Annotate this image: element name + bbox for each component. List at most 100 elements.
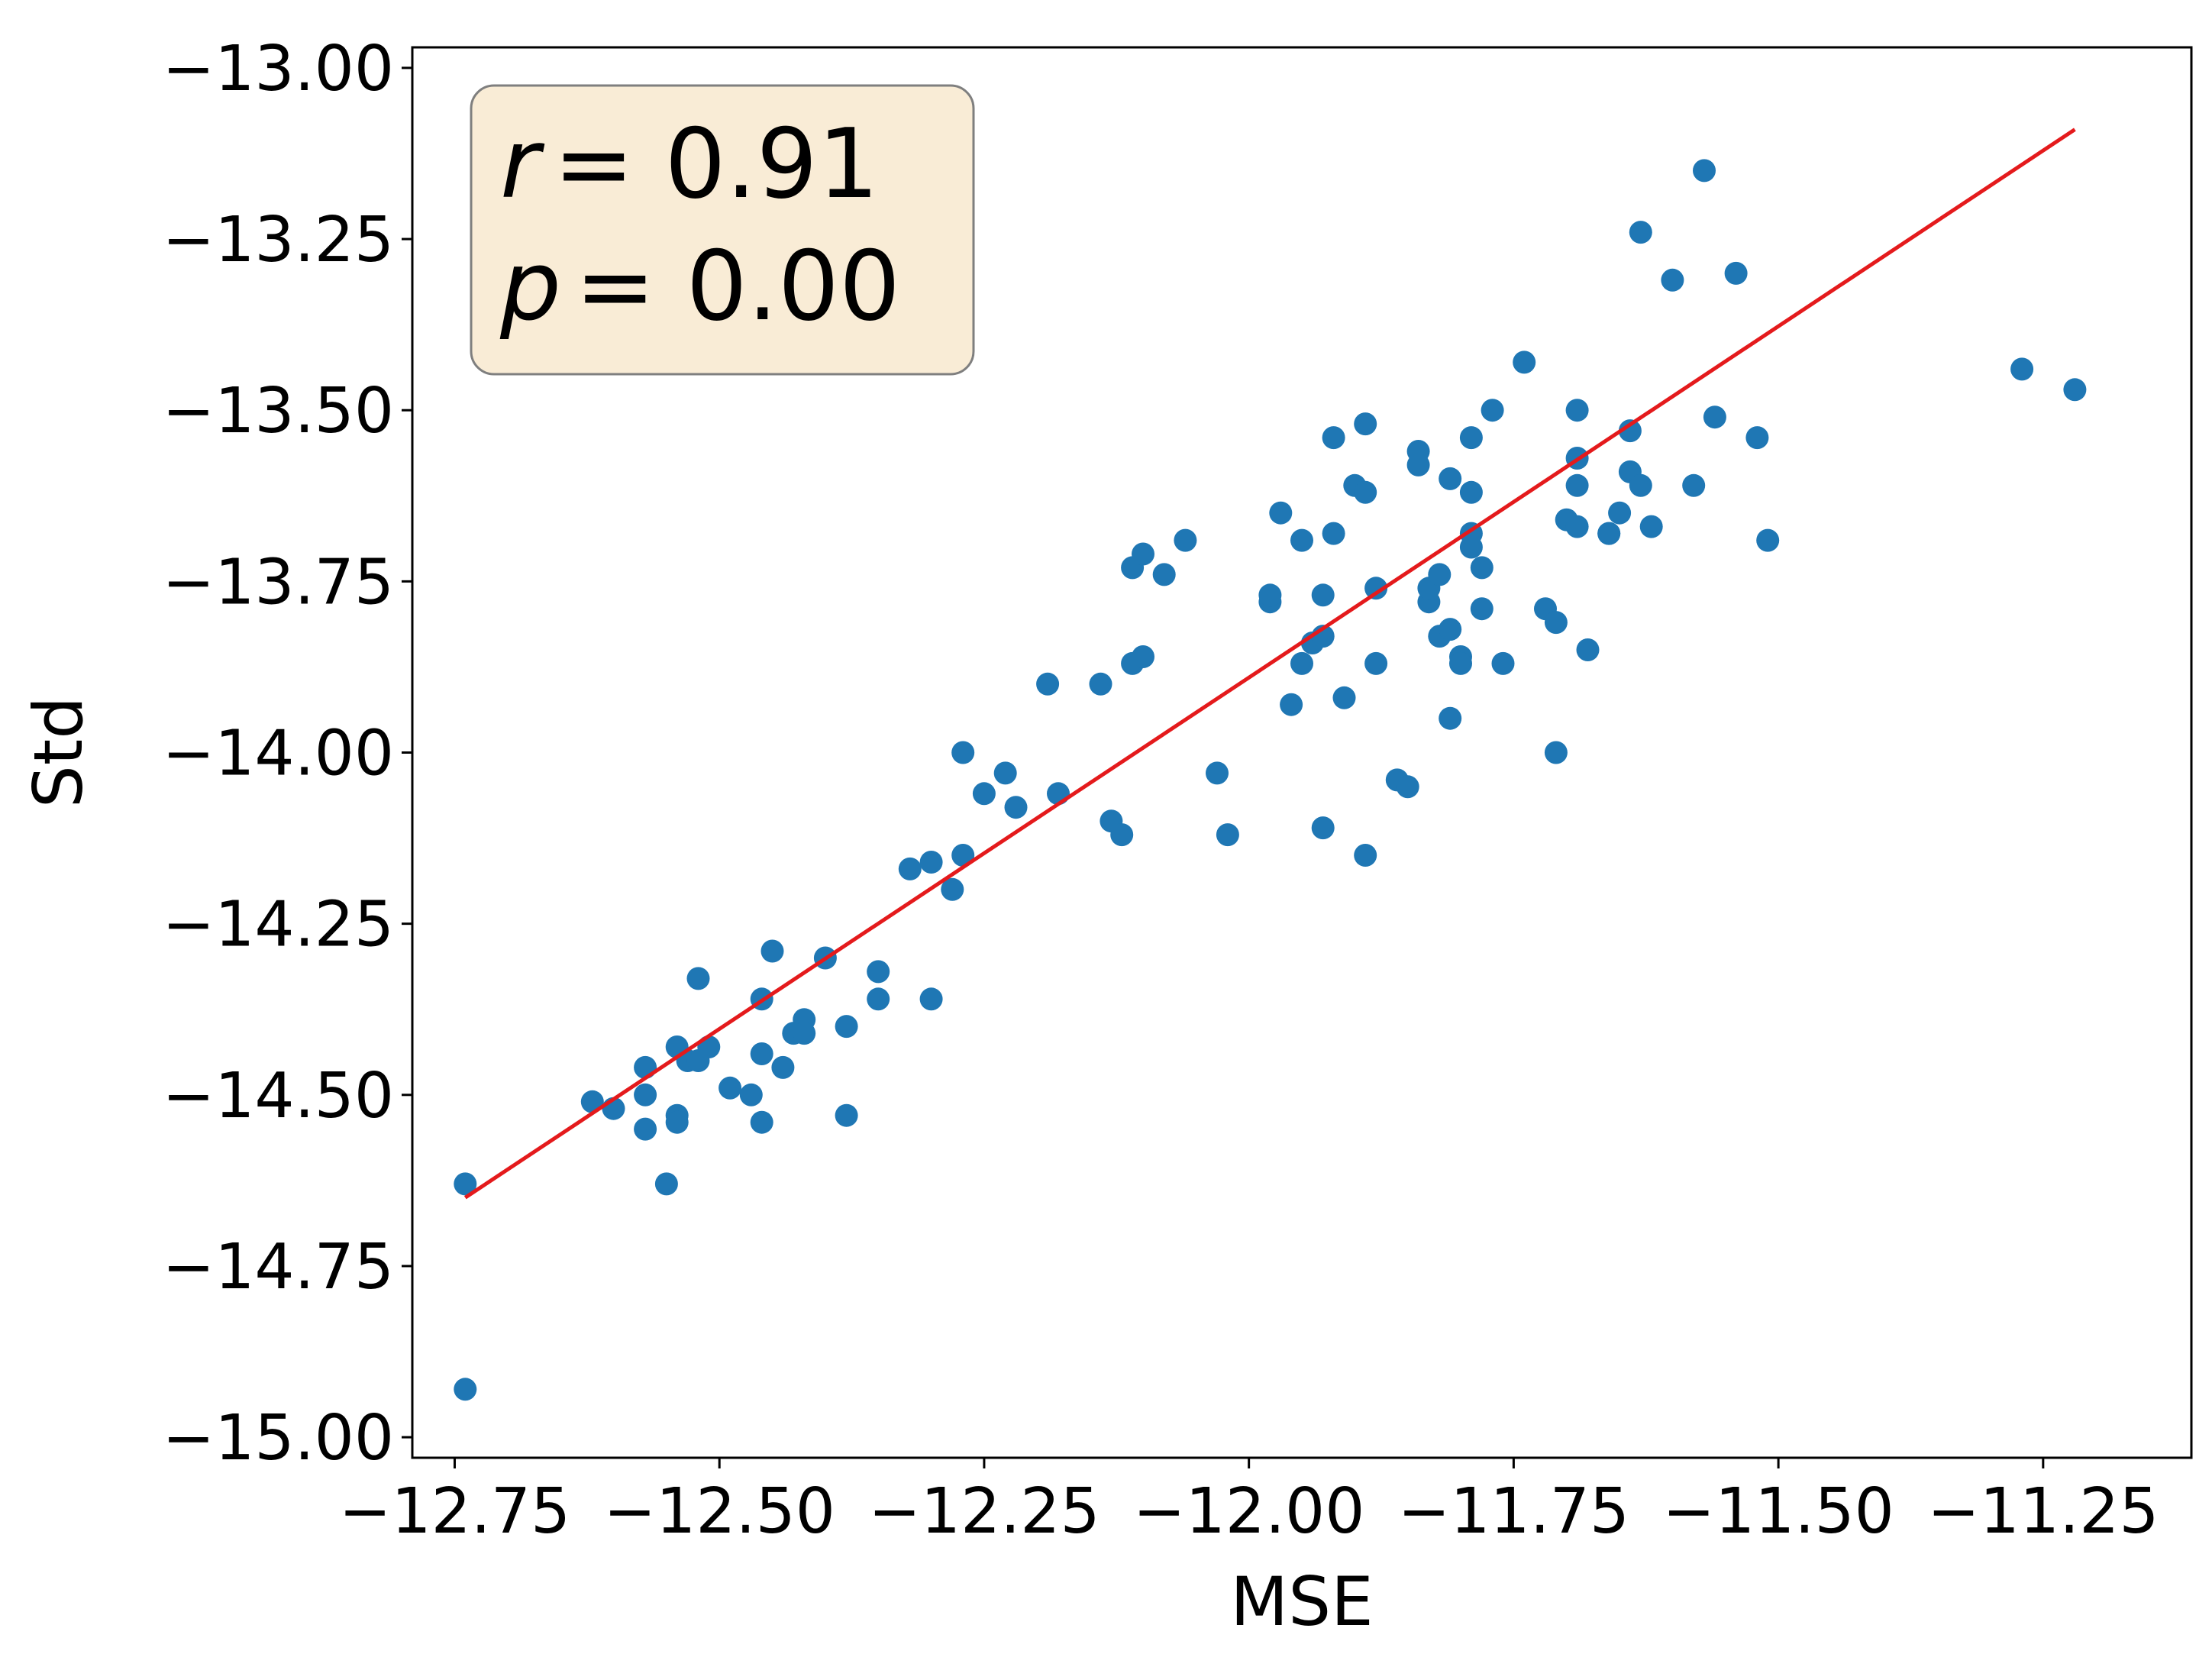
data-point-46 — [1132, 542, 1154, 566]
y-axis-ticks: −13.00 −13.25 −13.50 −13.75 −14.00 −14.25 −14.… — [163, 33, 412, 1475]
y-axis-label: Std — [19, 696, 98, 808]
data-point-57 — [1290, 528, 1313, 552]
x-axis-ticks: −12.75 −12.50 −12.25 −12.00 −11.75 −11.50 −11.… — [339, 1458, 2159, 1548]
data-point-79 — [1439, 467, 1462, 490]
data-point-61 — [1311, 816, 1335, 840]
data-point-0 — [454, 1172, 477, 1196]
r-symbol: r — [500, 108, 545, 220]
y-tick-label-7: −14.75 — [163, 1231, 394, 1304]
y-tick-label-8: −15.00 — [163, 1402, 394, 1475]
data-point-116 — [1756, 528, 1780, 552]
data-point-31 — [919, 987, 943, 1011]
data-point-111 — [1682, 473, 1706, 497]
data-point-64 — [1332, 686, 1356, 709]
regression-line-layer — [463, 128, 2076, 1200]
data-point-33 — [941, 877, 964, 901]
data-point-32 — [919, 851, 943, 874]
x-tick-label-4: −11.75 — [1398, 1475, 1629, 1548]
data-point-34 — [951, 741, 975, 764]
data-point-14 — [697, 1035, 721, 1058]
data-point-101 — [1576, 638, 1600, 661]
data-point-97 — [1565, 515, 1589, 538]
data-point-55 — [1280, 693, 1303, 716]
data-point-103 — [1597, 522, 1621, 545]
y-tick-label-5: −14.25 — [163, 889, 394, 961]
data-point-17 — [750, 1110, 773, 1134]
data-point-47 — [1132, 645, 1154, 668]
x-tick-label-6: −11.25 — [1927, 1475, 2159, 1548]
data-point-94 — [1544, 611, 1568, 635]
y-tick-label-2: −13.50 — [163, 375, 394, 447]
x-tick-label-2: −12.25 — [868, 1475, 1100, 1548]
data-point-78 — [1428, 563, 1452, 586]
data-point-90 — [1481, 399, 1504, 422]
data-point-15 — [718, 1076, 742, 1100]
data-point-37 — [993, 761, 1017, 785]
data-point-36 — [972, 782, 996, 806]
regression-line — [463, 128, 2076, 1200]
data-point-89 — [1470, 556, 1494, 580]
data-point-112 — [1693, 159, 1716, 183]
data-point-108 — [1629, 473, 1652, 497]
data-point-16 — [739, 1083, 763, 1106]
x-tick-label-0: −12.75 — [339, 1475, 570, 1548]
y-tick-label-6: −14.50 — [163, 1060, 394, 1132]
data-point-51 — [1216, 823, 1239, 847]
data-point-28 — [867, 987, 890, 1011]
data-point-113 — [1703, 405, 1726, 429]
data-point-5 — [634, 1083, 657, 1106]
x-tick-label-5: −11.50 — [1662, 1475, 1894, 1548]
data-point-13 — [686, 967, 710, 990]
y-tick-label-4: −14.00 — [163, 718, 394, 790]
data-point-109 — [1639, 515, 1663, 538]
data-point-66 — [1354, 412, 1377, 436]
data-point-29 — [867, 960, 890, 984]
data-point-24 — [793, 1022, 816, 1045]
data-point-30 — [898, 857, 922, 880]
p-symbol: p — [499, 230, 561, 342]
data-point-69 — [1364, 651, 1388, 675]
data-point-43 — [1110, 823, 1134, 847]
data-point-107 — [1629, 221, 1652, 244]
r-value: = 0.91 — [554, 108, 879, 220]
y-tick-label-3: −13.75 — [163, 546, 394, 619]
data-point-114 — [1724, 261, 1748, 285]
data-point-85 — [1459, 426, 1483, 450]
data-point-70 — [1364, 577, 1388, 600]
data-point-18 — [750, 1042, 773, 1065]
annotation-box — [470, 84, 975, 376]
y-tick-label-1: −13.25 — [163, 204, 394, 276]
data-point-35 — [951, 844, 975, 867]
data-point-50 — [1206, 761, 1229, 785]
data-point-67 — [1354, 480, 1377, 504]
data-point-84 — [1459, 480, 1483, 504]
data-point-91 — [1491, 651, 1515, 675]
data-point-92 — [1513, 351, 1536, 374]
data-point-80 — [1439, 706, 1462, 730]
data-point-118 — [2063, 378, 2087, 402]
p-statistic: p = 0.00 — [499, 230, 900, 342]
data-point-115 — [1745, 426, 1769, 450]
data-point-20 — [760, 939, 784, 963]
data-point-9 — [665, 1110, 689, 1134]
data-points — [454, 159, 2087, 1401]
data-point-98 — [1565, 399, 1589, 422]
data-point-62 — [1322, 522, 1345, 545]
correlation-annotation: r = 0.91 p = 0.00 — [470, 84, 975, 376]
data-point-39 — [1036, 672, 1060, 696]
data-point-95 — [1544, 741, 1568, 764]
data-point-1 — [454, 1378, 477, 1401]
y-tick-label-0: −13.00 — [163, 33, 394, 105]
data-point-56 — [1290, 651, 1313, 675]
data-point-68 — [1354, 844, 1377, 867]
data-point-21 — [771, 1055, 795, 1079]
data-point-54 — [1269, 501, 1293, 525]
data-point-48 — [1152, 563, 1176, 586]
data-point-100 — [1565, 473, 1589, 497]
x-tick-label-3: −12.00 — [1133, 1475, 1364, 1548]
data-point-83 — [1449, 651, 1472, 675]
data-point-72 — [1396, 775, 1419, 799]
